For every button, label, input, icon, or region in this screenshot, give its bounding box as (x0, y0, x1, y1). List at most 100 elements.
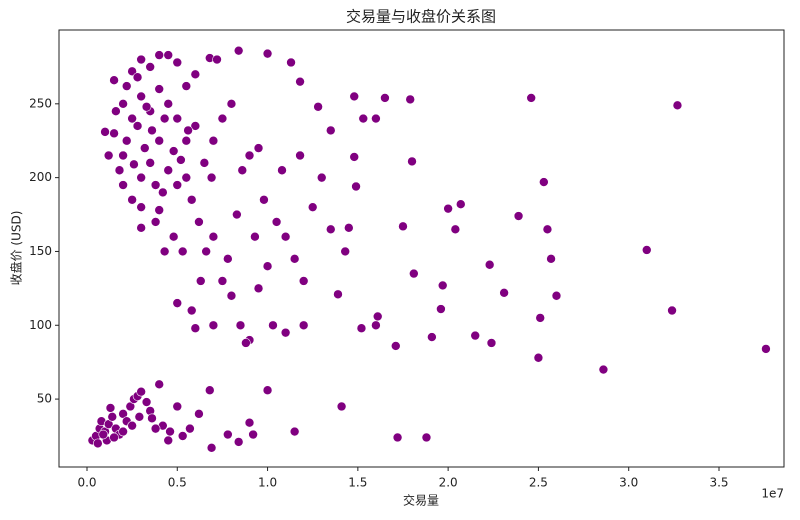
scatter-point (168, 231, 179, 242)
scatter-point (204, 385, 215, 396)
scatter-point (109, 128, 119, 139)
scatter-point (289, 426, 300, 437)
scatter-point (298, 320, 309, 331)
scatter-point (499, 287, 509, 298)
scatter-point (226, 99, 237, 109)
scatter-point (186, 305, 197, 316)
scatter-point (277, 165, 287, 176)
scatter-point (405, 94, 416, 105)
scatter-point (165, 426, 175, 437)
scatter-point (183, 125, 193, 136)
scatter-point (455, 199, 466, 210)
scatter-point (150, 423, 161, 434)
scatter-point (232, 209, 242, 220)
scatter-point (163, 165, 174, 176)
scatter-point (181, 81, 192, 91)
scatter-point (280, 327, 291, 338)
scatter-point (154, 50, 165, 60)
scatter-point (542, 224, 553, 235)
x-tick-label: 3.5 (709, 476, 728, 490)
scatter-point (190, 69, 201, 80)
scatter-point (307, 202, 318, 212)
scatter-point (421, 432, 432, 443)
y-tick-label: 100 (29, 318, 52, 332)
scatter-point (177, 246, 188, 257)
scatter-point (280, 231, 291, 242)
scatter-point (154, 84, 165, 94)
scatter-point (443, 203, 453, 214)
scatter-point (158, 187, 168, 198)
y-tick-label: 150 (29, 244, 52, 258)
scatter-point (535, 313, 546, 323)
scatter-point (217, 113, 228, 124)
scatter-point (132, 72, 143, 83)
scatter-point (241, 338, 251, 348)
scatter-point (136, 91, 146, 102)
scatter-point (172, 180, 183, 190)
scatter-point (98, 429, 109, 440)
scatter-point (181, 135, 192, 146)
scatter-point (233, 45, 244, 56)
scatter-point (145, 158, 155, 168)
scatter-point (154, 205, 165, 215)
scatter-point (295, 150, 305, 161)
scatter-point (262, 48, 273, 59)
scatter-point (398, 221, 408, 232)
x-tick-label: 3.0 (619, 476, 638, 490)
scatter-point (127, 113, 137, 124)
scatter-point (186, 194, 197, 205)
scatter-point (172, 401, 183, 412)
scatter-point (109, 75, 119, 85)
scatter-point (150, 180, 161, 190)
scatter-point (168, 146, 179, 156)
scatter-point (237, 165, 248, 176)
scatter-point (598, 364, 609, 375)
scatter-point (761, 344, 771, 354)
scatter-point (667, 305, 677, 316)
scatter-point (127, 194, 137, 205)
scatter-point (172, 113, 183, 124)
scatter-point (139, 143, 150, 153)
y-tick-label: 200 (29, 170, 52, 184)
scatter-point (121, 135, 132, 146)
scatter-point (248, 429, 258, 440)
scatter-point (121, 81, 132, 91)
x-tick-label: 0.5 (168, 476, 187, 490)
scatter-point (244, 417, 255, 428)
scatter-point (262, 261, 273, 272)
scatter-point (437, 280, 448, 291)
scatter-point (181, 172, 192, 183)
scatter-point (107, 412, 118, 422)
scatter-point (127, 66, 137, 77)
scatter-point (109, 432, 119, 443)
scatter-point (325, 125, 336, 136)
scatter-point (344, 223, 354, 233)
scatter-point (253, 283, 264, 294)
scatter-point (105, 403, 116, 413)
scatter-point (253, 143, 264, 153)
scatter-point (127, 420, 137, 431)
scatter-point (672, 100, 683, 111)
scatter-point (526, 93, 536, 103)
scatter-point (111, 106, 121, 116)
scatter-point (262, 385, 273, 396)
scatter-point (226, 290, 237, 301)
scatter-point (392, 432, 403, 443)
scatter-point (195, 276, 206, 286)
scatter-point (154, 135, 165, 146)
scatter-point (336, 401, 347, 412)
x-offset-label: 1e7 (761, 487, 784, 501)
scatter-point (349, 152, 360, 162)
scatter-point (436, 304, 446, 314)
scatter-point (313, 101, 323, 112)
scatter-point (93, 438, 103, 449)
scatter-point (114, 165, 125, 176)
scatter-point (641, 245, 652, 255)
scatter-point (208, 135, 219, 146)
scatter-point (194, 409, 204, 419)
scatter-point (212, 54, 222, 65)
scatter-point (427, 332, 437, 342)
scatter-point (150, 217, 161, 227)
scatter-point (199, 158, 210, 168)
x-tick-label: 1.5 (348, 476, 367, 490)
